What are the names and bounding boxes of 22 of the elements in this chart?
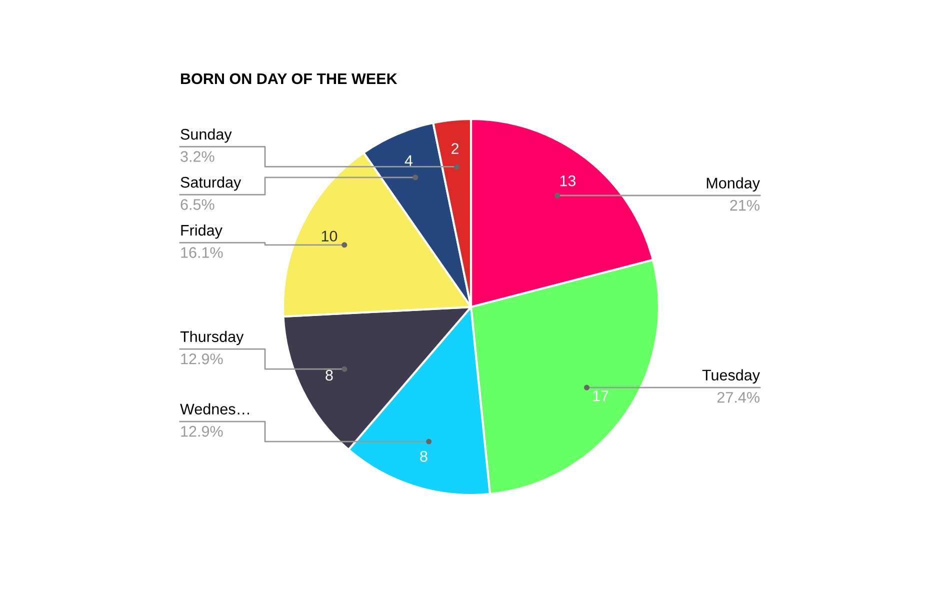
text: 21% <box>730 200 760 211</box>
text: 16.1% <box>181 247 223 258</box>
data-label: 2 <box>452 143 459 154</box>
slice-label: Wednes… <box>180 403 249 415</box>
text: 3.2% <box>180 151 214 162</box>
text: 27.4% <box>717 392 760 403</box>
slice-label: Tuesday <box>702 369 760 384</box>
slice-label: Friday <box>181 224 222 239</box>
data-label: 13 <box>560 175 576 186</box>
chart-title: BORN ON DAY OF THE WEEK <box>181 73 398 84</box>
slice-label: Saturday <box>180 176 242 191</box>
data-label: 8 <box>326 370 333 381</box>
text: 12.9% <box>181 354 223 364</box>
data-label: 10 <box>322 230 338 242</box>
data-label: 17 <box>593 390 608 402</box>
slice-label: Sunday <box>180 128 232 143</box>
data-label: 4 <box>404 155 413 166</box>
data-label: 8 <box>420 450 428 462</box>
text: 12.9% <box>181 426 223 437</box>
slice-label: Thursday <box>180 330 244 346</box>
slice-label: Monday <box>706 177 760 192</box>
text: 6.5% <box>180 199 214 210</box>
